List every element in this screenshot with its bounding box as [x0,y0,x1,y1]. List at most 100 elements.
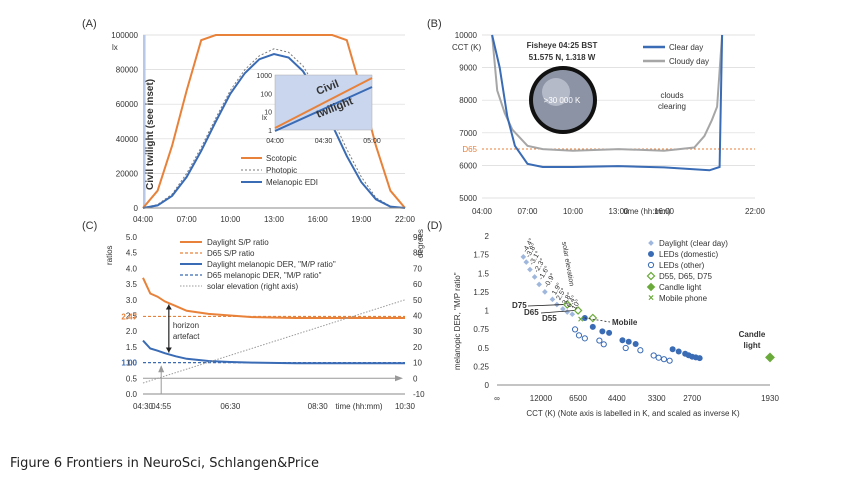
axis-title-d-y: melanopic DER, "M/P ratio" [453,272,462,370]
solar-elevation-label: solar elevation [560,241,575,287]
x-tick-label-a: 19:00 [351,215,372,224]
y-tick-label-c: 1.5 [126,343,138,352]
y-tick-label-c: 3.0 [126,296,138,305]
legend-label-d: LEDs (domestic) [659,250,718,259]
legend-label-a: Photopic [266,166,297,175]
y-tick-label-b: 10000 [455,31,478,40]
x-tick-label-c: 08:30 [308,402,329,411]
panel-label-c: (C) [82,220,97,232]
y-tick-label-c: 4.0 [126,264,138,273]
y-tick-label-d: 1.75 [473,251,489,260]
y-tick-label-d: 0.5 [478,344,490,353]
y-tick-label-c: 2.5 [126,312,138,321]
ref-mp-label: 1.00 [121,359,137,368]
legend-marker-d [648,251,654,257]
x-tick-label-a: 22:00 [395,215,416,224]
zero-elevation-arrow [395,375,403,382]
daylight-sp-line [142,277,405,319]
candle-light-point [765,352,775,363]
callout-mobile-line [584,317,611,323]
y-tick-label-d: 2 [485,232,490,241]
x-tick-label-d: ∞ [494,394,500,403]
x-tick-label-b: 07:00 [517,207,538,216]
x-tick-label-d: 6500 [569,394,587,403]
led-domestic-point [675,348,682,355]
inset-melanopic-line [274,86,373,132]
photopic-line [142,48,406,209]
x-tick-label-c: 04:30 [133,402,154,411]
y-tick-label-a: 20000 [116,169,139,178]
x-tick-label-d: 3300 [648,394,666,403]
daylight-mp-line [142,339,405,365]
x-tick-label-b: 16:00 [654,207,675,216]
right-tick-label-c: 70 [413,264,422,273]
cloudy-day-line [491,34,724,152]
right-tick-label-c: 20 [413,343,422,352]
axis-title-b-y: CCT (K) [452,43,482,52]
melanopic-edi-line [142,52,406,209]
legend-label-b: Clear day [669,43,703,52]
horizon-arrow-head-top [165,304,172,310]
y-tick-label-c: 0.5 [126,374,138,383]
legend-marker-d [646,282,656,292]
legend-label-d: LEDs (other) [659,261,705,270]
led-other-point [571,326,579,333]
y-tick-label-a: 60000 [116,100,139,109]
callout-d65: D65 [524,308,539,317]
y-tick-label-a: 0 [134,204,139,213]
y-tick-label-c: 2.0 [126,327,138,336]
y-tick-label-c: 3.5 [126,280,138,289]
y-tick-label-d: 1.5 [478,269,490,278]
x-tick-label-a: 04:00 [133,215,154,224]
y-tick-label-d: 0.75 [473,325,489,334]
daylight-point [549,296,556,303]
x-tick-label-a: 13:00 [264,215,285,224]
x-tick-label-d: 2700 [683,394,701,403]
ref-sp-label: 2.47 [121,312,137,321]
axis-title-a-y: lx [112,43,118,52]
led-other-point [650,352,657,359]
x-tick-label-b: 22:00 [745,207,766,216]
y-tick-label-a: 40000 [116,135,139,144]
reference-illuminant-point [562,300,572,309]
led-other-point [596,337,603,344]
x-tick-label-b: 13:00 [608,207,629,216]
x-tick-label-a: 07:00 [177,215,198,224]
x-tick-label-d: 4400 [608,394,626,403]
legend-label-c: D65 melanopic DER, "M/P ratio" [207,271,322,280]
legend-label-b: Cloudy day [669,57,709,66]
led-domestic-point [632,341,639,348]
y-tick-label-b: 9000 [459,64,477,73]
y-tick-label-b: 8000 [459,96,477,105]
x-axis-title-b: time (hh:mm) [623,207,670,216]
legend-label-d: D55, D65, D75 [659,272,712,281]
right-tick-label-c: 90 [413,233,422,242]
y-tick-label-c: 4.5 [126,249,138,258]
civil-twilight-band [143,35,146,208]
x-tick-label-b: 10:00 [563,207,584,216]
legend-label-c: D65 S/P ratio [207,249,255,258]
legend-label-c: solar elevation (right axis) [207,282,298,291]
led-other-point [655,354,662,361]
fisheye-highlight [542,78,570,106]
legend-marker-d [646,271,656,281]
inset-y-tick-label: 100 [260,91,272,98]
annotation-horizon: horizon [173,321,199,330]
inset-x-tick-label: 04:30 [315,138,333,145]
led-other-point [600,341,607,348]
panel-label-a: (A) [82,18,97,30]
right-tick-label-c: 50 [413,296,422,305]
x-tick-label-a: 10:00 [220,215,241,224]
inset-y-tick-label: 1 [268,128,272,135]
x-axis-title-d: CCT (K) (Note axis is labelled in K, and… [526,409,740,418]
daylight-point [536,281,542,288]
legend-label-a: Scotopic [266,154,297,163]
horizon-arrow-head-bottom [165,347,172,353]
daylight-point [523,259,530,265]
inset-scotopic-line [274,77,373,129]
y-tick-label-b: 6000 [459,161,477,170]
legend-marker-d [647,261,655,269]
clear-day-line [491,34,724,172]
right-tick-label-c: 10 [413,359,422,368]
